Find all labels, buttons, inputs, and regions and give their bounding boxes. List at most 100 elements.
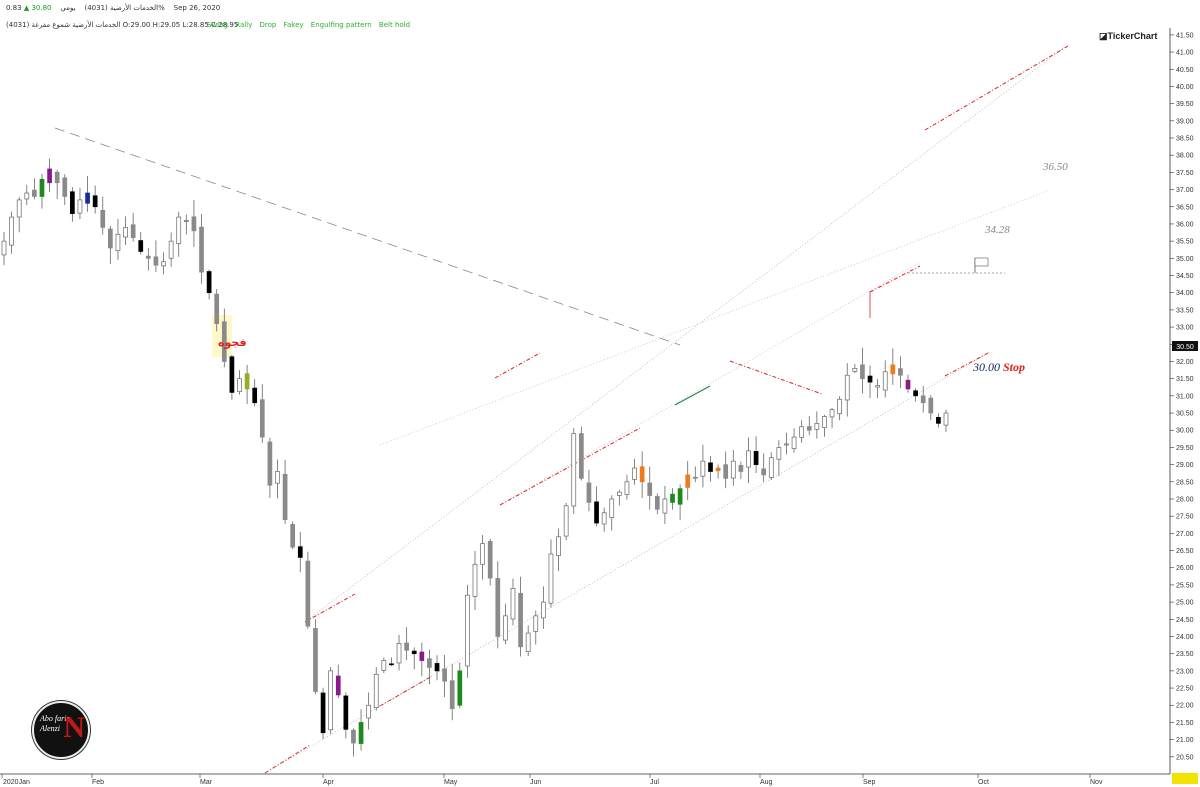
flag-icon [974, 257, 989, 273]
resistance-red-segment-1 [304, 593, 356, 623]
candle [351, 728, 356, 757]
period-label: يومي [60, 4, 76, 12]
x-tick-label: Aug [760, 779, 773, 786]
svg-text:30.50: 30.50 [1176, 344, 1194, 351]
y-tick-label: 30.50 [1176, 411, 1194, 418]
candle [784, 432, 789, 455]
indicator-engulfing[interactable]: Engulfing pattern [310, 21, 372, 29]
candle [206, 269, 212, 300]
candle [556, 528, 561, 572]
candle [237, 370, 242, 395]
candle [9, 211, 14, 254]
candle [844, 363, 850, 417]
candle [730, 450, 736, 486]
candle [313, 619, 318, 695]
candle [419, 642, 425, 677]
candle [799, 420, 805, 443]
candle [806, 416, 812, 436]
y-tick-label: 25.00 [1176, 600, 1194, 607]
candle [343, 692, 349, 739]
candle [563, 502, 569, 541]
y-tick-label: 27.00 [1176, 531, 1194, 538]
indicator-list[interactable]: Swing Rally Drop Fakey Engulfing pattern… [207, 21, 415, 29]
indicator-rally[interactable]: Rally [235, 21, 253, 29]
indicator-drop[interactable]: Drop [259, 21, 277, 29]
candle [905, 374, 911, 393]
candle [123, 216, 128, 245]
logo-text: Abo faris Alenzi [40, 714, 70, 733]
y-tick-label: 27.50 [1176, 514, 1194, 521]
candle [487, 538, 493, 586]
y-tick-label: 40.00 [1176, 84, 1194, 91]
candle [700, 444, 706, 488]
candle [275, 459, 280, 499]
candle [472, 550, 478, 611]
y-tick-label: 29.50 [1176, 445, 1194, 452]
candle [442, 654, 447, 698]
y-tick-label: 26.50 [1176, 548, 1194, 555]
subtitle: الخدمات الأرضية شموع مفرغة [31, 21, 121, 29]
candle [434, 655, 440, 681]
y-tick-label: 24.50 [1176, 617, 1194, 624]
candle [100, 196, 106, 235]
candle [609, 495, 615, 531]
x-tick-label: Nov [1090, 779, 1103, 786]
candle [510, 578, 516, 626]
candle [814, 411, 820, 439]
x-tick-label: May [444, 779, 458, 786]
y-tick-label: 23.00 [1176, 668, 1194, 675]
candle [882, 360, 888, 398]
candle [297, 532, 303, 573]
y-tick-label: 38.00 [1176, 153, 1194, 160]
y-tick-label: 39.50 [1176, 101, 1194, 108]
candles [1, 158, 949, 757]
y-tick-label: 28.50 [1176, 479, 1194, 486]
candle [252, 379, 258, 407]
candle [70, 187, 75, 222]
candle [465, 584, 470, 678]
candle [381, 657, 387, 674]
y-tick-label: 35.00 [1176, 256, 1194, 263]
candle [647, 466, 653, 510]
y-tick-label: 25.50 [1176, 582, 1194, 589]
symbol-name: الخدمات الأرضية [110, 4, 159, 12]
candle [601, 507, 607, 532]
indicator-fakey[interactable]: Fakey [283, 21, 304, 29]
y-tick-label: 34.00 [1176, 290, 1194, 297]
candle [654, 493, 660, 515]
candle [860, 347, 865, 394]
candle [533, 610, 539, 645]
candle [677, 484, 683, 521]
upper-parallel-line [379, 189, 1051, 446]
y-tick-label: 41.00 [1176, 50, 1194, 57]
y-tick-label: 32.00 [1176, 359, 1194, 366]
candle [852, 364, 858, 374]
candle [85, 176, 90, 212]
candle [746, 437, 751, 484]
up-arrow-icon: ▲ [23, 4, 30, 12]
symbol-code: (4031) [84, 4, 108, 12]
candle [715, 464, 721, 479]
candle [928, 395, 934, 421]
candle [282, 459, 288, 524]
x-tick-label: Oct [978, 779, 989, 786]
candle [692, 466, 698, 483]
x-tick-label: Feb [92, 779, 104, 786]
candle [943, 409, 949, 432]
y-tick-label: 29.00 [1176, 462, 1194, 469]
candle [404, 627, 409, 661]
support-red-segment-2 [379, 675, 433, 707]
candle [267, 437, 273, 498]
y-tick-label: 23.50 [1176, 651, 1194, 658]
corner-tag [1172, 773, 1198, 784]
indicator-belt-hold[interactable]: Belt hold [378, 21, 411, 29]
candle [16, 196, 22, 233]
candle [92, 185, 98, 214]
pullback-red-segment [729, 360, 823, 395]
indicator-swing[interactable]: Swing [207, 21, 228, 29]
candle [822, 414, 827, 437]
y-tick-label: 26.00 [1176, 565, 1194, 572]
candle [791, 428, 797, 453]
candle [199, 213, 204, 284]
